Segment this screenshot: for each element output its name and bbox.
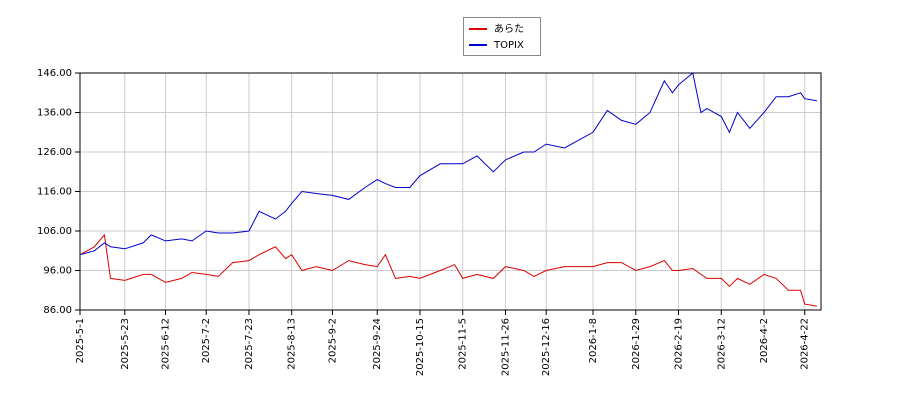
x-tick-label: 2025-10-15 [415, 318, 426, 376]
legend-label: あらた [494, 23, 524, 35]
y-tick-label: 116.00 [37, 187, 72, 198]
y-tick-label: 96.00 [43, 266, 72, 277]
x-tick-label: 2025-9-2 [327, 318, 338, 363]
y-tick-label: 86.00 [43, 305, 72, 316]
series-line [79, 72, 817, 256]
x-tick-label: 2025-6-12 [161, 318, 172, 370]
y-tick-label: 106.00 [37, 226, 72, 237]
legend-box [463, 17, 541, 56]
x-tick-label: 2025-7-2 [201, 318, 212, 363]
x-tick-label: 2025-9-24 [372, 318, 383, 370]
x-tick-label: 2025-5-23 [120, 318, 131, 370]
legend-label: TOPIX [493, 40, 524, 51]
x-tick-label: 2025-11-5 [458, 318, 469, 370]
plot-frame [79, 72, 822, 311]
x-tick-label: 2025-11-26 [500, 318, 511, 376]
x-tick-label: 2025-5-1 [75, 318, 86, 363]
y-tick-label: 126.00 [37, 147, 72, 158]
x-tick-label: 2026-1-8 [588, 318, 599, 363]
x-tick-label: 2025-7-23 [244, 318, 255, 370]
x-tick-label: 2026-1-29 [631, 318, 642, 370]
y-tick-label: 146.00 [37, 68, 72, 79]
x-tick-label: 2026-3-12 [716, 318, 727, 370]
x-tick-label: 2025-8-13 [287, 318, 298, 370]
x-tick-label: 2026-4-2 [759, 318, 770, 363]
x-tick-label: 2025-12-16 [541, 318, 552, 376]
series-line [79, 233, 817, 307]
x-tick-label: 2026-2-19 [674, 318, 685, 370]
y-tick-label: 136.00 [37, 108, 72, 119]
x-tick-label: 2026-4-22 [800, 318, 811, 370]
